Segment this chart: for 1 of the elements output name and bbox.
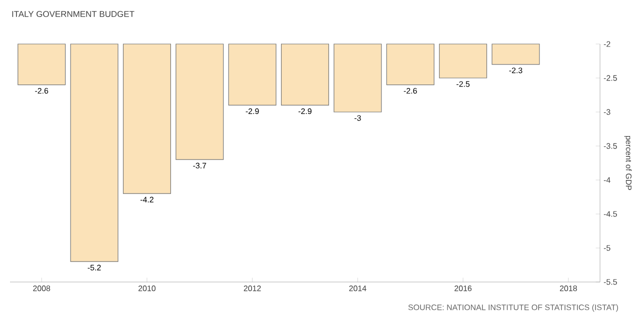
chart-title: ITALY GOVERNMENT BUDGET: [12, 11, 134, 17]
